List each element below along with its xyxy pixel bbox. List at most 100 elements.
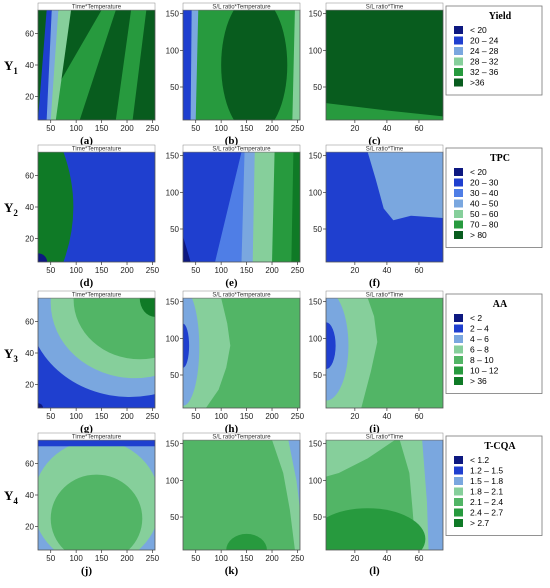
panel-title: Time*Temperature	[72, 293, 122, 299]
x-tick-label: 150	[240, 266, 254, 275]
y-tick-label: 150	[166, 440, 180, 449]
y-tick-label: 60	[25, 30, 34, 39]
y-tick-label: 100	[166, 46, 180, 55]
y-tick-label: 150	[166, 152, 180, 161]
legend-label: 24 – 28	[470, 46, 499, 56]
x-tick-label: 250	[146, 554, 160, 563]
panel-title-box	[325, 2, 444, 11]
legend-label: < 20	[470, 25, 487, 35]
contour-region	[292, 10, 300, 120]
contour-panel: S/L ratio*Time 20 40 60 50 100 150 (f)	[309, 144, 444, 289]
contour-region	[38, 10, 52, 120]
contour-background	[326, 10, 443, 120]
x-tick-label: 100	[69, 554, 83, 563]
legend-swatch	[454, 335, 463, 343]
y-tick-label: 20	[25, 234, 34, 243]
x-tick-label: 50	[46, 124, 55, 133]
legend-swatch	[454, 498, 463, 506]
panel-title: S/L ratio*Time	[366, 293, 404, 299]
x-tick-label: 200	[265, 554, 279, 563]
panel-caption: (k)	[225, 565, 239, 577]
x-tick-label: 20	[350, 124, 359, 133]
panel-caption: (j)	[81, 565, 92, 577]
x-tick-label: 200	[265, 266, 279, 275]
legend-label: 4 – 6	[470, 334, 489, 344]
x-tick-label: 100	[69, 266, 83, 275]
legend-swatch	[454, 487, 463, 496]
panel-caption: (i)	[369, 423, 380, 435]
y-tick-label: 100	[309, 46, 323, 55]
x-tick-label: 50	[46, 554, 55, 563]
legend: T-CQA < 1.21.2 – 1.51.5 – 1.81.8 – 2.12.1…	[445, 435, 543, 536]
legend-swatch	[454, 314, 463, 322]
contour-panel: S/L ratio*Temperature 50 100 150 200 250 50 100…	[166, 144, 305, 289]
legend-swatch	[454, 345, 463, 354]
legend-swatch	[454, 508, 463, 517]
x-tick-label: 20	[350, 412, 359, 421]
x-tick-label: 250	[291, 554, 305, 563]
contour-region	[183, 298, 200, 406]
y-tick-label: 50	[170, 371, 179, 380]
x-tick-label: 20	[350, 554, 359, 563]
y-tick-label: 50	[170, 225, 179, 234]
legend-label: 50 – 60	[470, 209, 499, 219]
y-tick-label: 20	[25, 380, 34, 389]
legend-swatch	[454, 220, 463, 229]
legend-swatch	[454, 47, 463, 55]
legend-title: Yield	[489, 11, 512, 22]
panel-caption: (e)	[225, 277, 238, 289]
legend-swatch	[454, 189, 463, 197]
contour-region	[288, 440, 300, 510]
x-tick-label: 60	[415, 554, 424, 563]
x-tick-label: 40	[382, 554, 391, 563]
panel-title-box	[325, 432, 444, 441]
x-tick-label: 250	[146, 412, 160, 421]
legend-label: < 20	[470, 167, 487, 177]
contour-panel: Time*Temperature 50 100 150 200 250 20 40 60 (g)	[25, 290, 160, 435]
contour-panel: Time*Temperature 50 100 150 200 250 20 40 60 (j)	[25, 432, 160, 577]
y-tick-label: 50	[313, 83, 322, 92]
panel-caption: (d)	[80, 277, 94, 289]
y-tick-label: 100	[309, 334, 323, 343]
panel-caption: (l)	[369, 565, 380, 577]
panel-caption: (f)	[369, 277, 380, 289]
y-tick-label: 20	[25, 92, 34, 101]
y-tick-label: 40	[25, 491, 34, 500]
x-tick-label: 100	[214, 412, 228, 421]
legend-box	[445, 435, 543, 536]
y-tick-label: 40	[25, 349, 34, 358]
contour-panel: S/L ratio*Time 20 40 60 50 100 150 (l)	[309, 432, 444, 577]
contour-region	[139, 298, 155, 317]
y-tick-label: 60	[25, 460, 34, 469]
y-tick-label: 50	[170, 513, 179, 522]
legend-label: 2.4 – 2.7	[470, 508, 503, 518]
row-label: Y4	[4, 488, 18, 506]
panel-title-box	[37, 432, 156, 441]
panel-title: Time*Temperature	[72, 147, 122, 153]
x-tick-label: 60	[415, 412, 424, 421]
x-tick-label: 150	[240, 124, 254, 133]
x-tick-label: 200	[120, 266, 134, 275]
contour-panel: S/L ratio*Time 20 40 60 50 100 150 (c)	[309, 2, 444, 147]
y-tick-label: 40	[25, 61, 34, 70]
y-tick-label: 150	[166, 298, 180, 307]
contour-region	[221, 10, 288, 120]
legend-swatch	[454, 477, 463, 485]
contour-region	[183, 152, 242, 262]
x-tick-label: 200	[120, 124, 134, 133]
x-tick-label: 50	[191, 266, 200, 275]
y-tick-label: 50	[313, 371, 322, 380]
legend-label: 2 – 4	[470, 324, 489, 334]
y-tick-label: 150	[166, 10, 180, 19]
contour-panel: S/L ratio*Temperature 50 100 150 200 250 50 100…	[166, 2, 305, 147]
legend-label: 30 – 40	[470, 188, 499, 198]
x-tick-label: 20	[350, 266, 359, 275]
panel-caption: (c)	[368, 135, 381, 147]
legend-swatch	[454, 356, 463, 364]
y-tick-label: 100	[309, 188, 323, 197]
y-tick-label: 40	[25, 203, 34, 212]
legend-box	[445, 147, 543, 248]
